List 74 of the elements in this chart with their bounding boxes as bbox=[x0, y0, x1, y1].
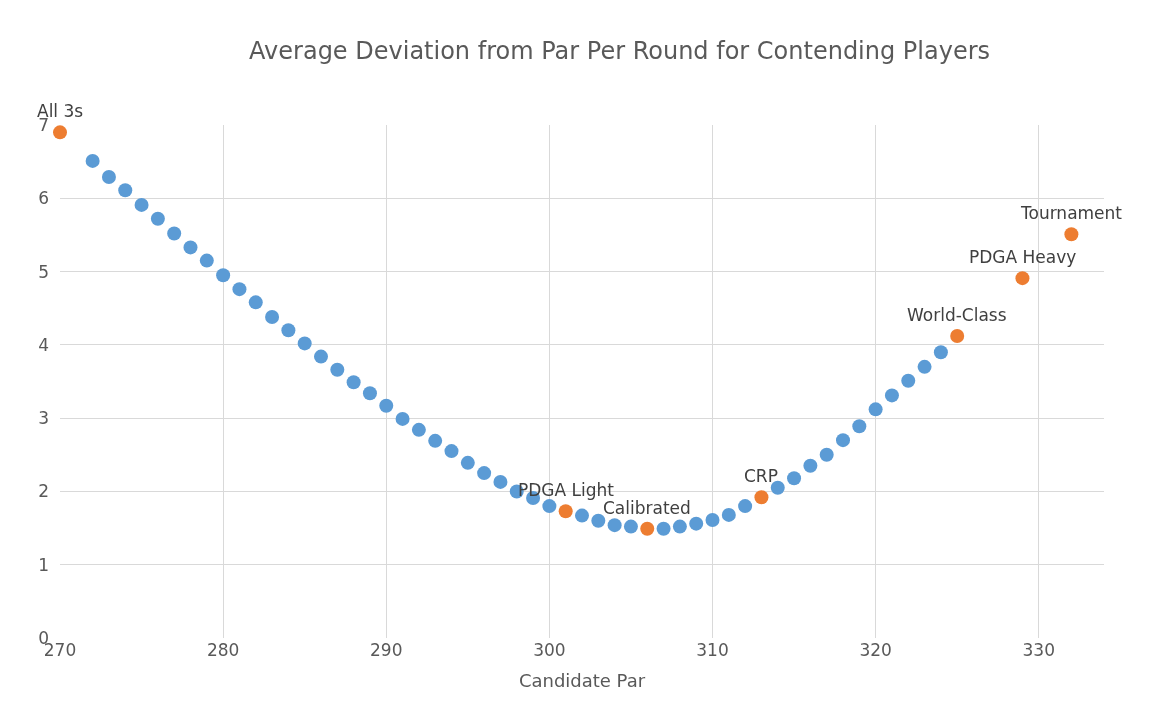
point bbox=[183, 240, 198, 255]
point bbox=[281, 323, 296, 338]
y-tick-label: 4 bbox=[38, 334, 49, 355]
y-tick-label: 6 bbox=[38, 188, 49, 209]
y-tick-label: 2 bbox=[38, 481, 49, 502]
point bbox=[787, 471, 802, 486]
x-tick-label: 330 bbox=[1022, 640, 1055, 660]
y-tick-label: 1 bbox=[38, 554, 49, 575]
point bbox=[770, 480, 785, 495]
point bbox=[444, 444, 459, 459]
point bbox=[1064, 227, 1079, 242]
point bbox=[314, 349, 328, 364]
point bbox=[167, 226, 182, 241]
chart-title: Average Deviation from Par Per Round for Contending Players bbox=[249, 37, 991, 66]
point bbox=[803, 458, 818, 473]
point bbox=[118, 183, 133, 198]
point bbox=[591, 513, 606, 528]
point bbox=[477, 466, 492, 481]
point bbox=[395, 411, 410, 426]
x-axis-title: Candidate Par bbox=[518, 670, 646, 692]
point bbox=[558, 504, 573, 519]
point bbox=[216, 268, 231, 283]
point bbox=[493, 474, 508, 489]
point bbox=[852, 419, 867, 434]
point bbox=[248, 295, 263, 310]
point bbox=[884, 388, 899, 403]
point bbox=[933, 345, 948, 360]
point bbox=[362, 386, 377, 401]
point bbox=[150, 211, 165, 226]
point bbox=[819, 447, 834, 462]
point bbox=[411, 422, 426, 437]
point bbox=[53, 125, 67, 140]
point bbox=[656, 521, 671, 536]
annotation: World-Class bbox=[907, 305, 1007, 325]
point bbox=[85, 153, 100, 168]
point bbox=[1015, 271, 1030, 286]
point bbox=[460, 455, 475, 470]
point bbox=[101, 170, 116, 185]
point bbox=[640, 521, 655, 536]
annotation: Calibrated bbox=[603, 498, 691, 518]
point bbox=[868, 402, 883, 417]
x-tick-label: 280 bbox=[206, 640, 240, 660]
annotation: CRP bbox=[744, 466, 778, 486]
point bbox=[738, 499, 753, 514]
annotation: Tournament bbox=[1020, 203, 1123, 223]
point bbox=[330, 362, 345, 377]
point bbox=[705, 513, 720, 527]
point bbox=[134, 197, 149, 212]
point bbox=[428, 433, 443, 448]
x-tick-label: 320 bbox=[859, 640, 892, 660]
point bbox=[689, 516, 704, 531]
point bbox=[199, 253, 214, 268]
point bbox=[542, 499, 557, 514]
point bbox=[672, 519, 687, 534]
point bbox=[379, 398, 394, 413]
point bbox=[754, 490, 769, 505]
point bbox=[346, 375, 361, 390]
point bbox=[575, 508, 589, 523]
point bbox=[917, 359, 932, 374]
x-tick-label: 300 bbox=[533, 640, 566, 660]
point bbox=[901, 373, 916, 388]
point bbox=[265, 310, 280, 324]
point bbox=[623, 519, 638, 534]
point bbox=[721, 507, 736, 522]
point bbox=[297, 336, 312, 351]
y-tick-label: 3 bbox=[38, 408, 49, 429]
annotation: PDGA Heavy bbox=[969, 247, 1077, 267]
y-tick-label: 5 bbox=[38, 261, 49, 282]
point bbox=[232, 282, 247, 297]
point bbox=[950, 329, 965, 344]
x-tick-label: 290 bbox=[370, 640, 403, 660]
point bbox=[836, 433, 850, 448]
point bbox=[607, 518, 622, 533]
x-tick-label: 310 bbox=[696, 640, 729, 660]
